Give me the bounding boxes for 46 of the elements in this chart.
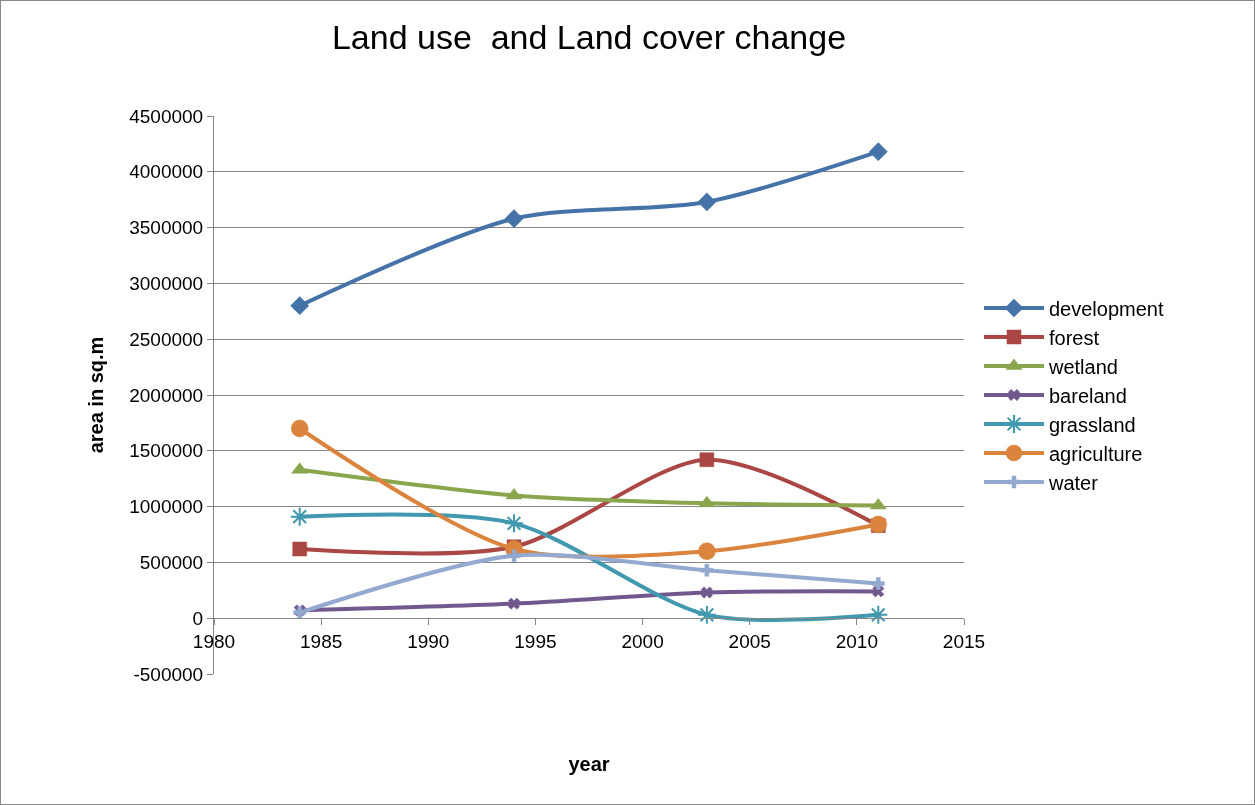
x-tick-label: 1990 [407, 631, 450, 652]
y-tick-label: 3000000 [129, 273, 204, 295]
y-tick-label: 0 [192, 607, 204, 629]
point [292, 541, 307, 557]
y-tick-label: -500000 [133, 663, 204, 685]
x-tick-label: 2010 [835, 631, 878, 652]
point [697, 192, 717, 212]
point [504, 513, 524, 534]
x-tick-label: 2000 [621, 631, 664, 652]
point [872, 577, 885, 590]
x-tick-label: 1985 [300, 631, 343, 652]
x-axis-title: year [568, 752, 610, 775]
x-tick-label: 1980 [192, 631, 236, 652]
point [698, 542, 716, 560]
point [696, 604, 717, 625]
point [700, 586, 713, 599]
point [700, 563, 714, 577]
point [508, 597, 520, 610]
x-tick-label: 2005 [728, 631, 771, 652]
y-tick-label: 2500000 [129, 328, 204, 350]
point [868, 142, 888, 162]
legend-label: agriculture [1049, 442, 1143, 465]
y-axis-title: area in sq.m [84, 336, 107, 454]
legend-label: bareland [1049, 384, 1127, 407]
legend-label: forest [1049, 326, 1100, 349]
y-tick-label: 4500000 [129, 105, 204, 127]
legend-label: grassland [1049, 413, 1136, 436]
point [290, 419, 309, 438]
legend-label: wetland [1048, 355, 1118, 378]
y-tick-label: 500000 [139, 552, 204, 574]
chart-title: Land use and Land cover change [331, 18, 847, 57]
y-tick-label: 2000000 [129, 384, 204, 406]
point [868, 604, 889, 625]
point [504, 209, 524, 229]
point [289, 506, 310, 527]
point [507, 549, 521, 562]
y-tick-label: 1000000 [129, 496, 204, 518]
y-tick-label: 4000000 [129, 161, 204, 183]
point [290, 296, 310, 316]
y-tick-label: 1500000 [129, 440, 204, 462]
legend-label: development [1049, 297, 1164, 320]
point [699, 452, 715, 467]
x-tick-label: 1995 [514, 631, 557, 652]
y-tick-label: 3500000 [129, 217, 204, 239]
x-tick-label: 2015 [942, 631, 986, 652]
legend-label: water [1048, 471, 1099, 494]
